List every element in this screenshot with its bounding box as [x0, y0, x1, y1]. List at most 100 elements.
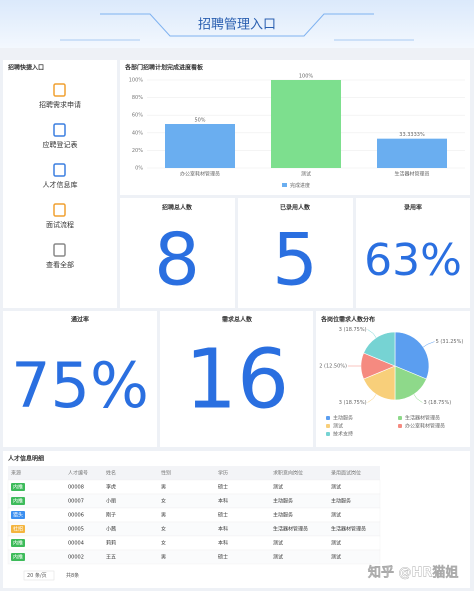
table-cell: 社招 — [13, 526, 23, 533]
value-label: 50% — [194, 118, 205, 124]
table-cell: 00004 — [68, 541, 84, 547]
entry-icon[interactable] — [53, 83, 66, 97]
table-cell: 00005 — [68, 527, 84, 533]
value-label: 33.3333% — [399, 132, 425, 138]
table-cell: 00007 — [68, 499, 84, 505]
table-row[interactable] — [7, 493, 381, 509]
kpi-value: 8 — [154, 218, 200, 302]
table-cell: 男 — [161, 513, 166, 519]
table-row[interactable] — [7, 549, 381, 565]
y-tick-label: 60% — [132, 113, 143, 119]
table-cell: 女 — [161, 540, 166, 547]
legend-swatch — [326, 416, 330, 420]
table-cell: 00002 — [68, 555, 84, 561]
table-cell: 内推 — [13, 484, 23, 491]
table-cell: 本科 — [218, 526, 228, 533]
table-cell: 男 — [161, 555, 166, 561]
slice-label: 3 (18.75%) — [339, 327, 367, 333]
table-row[interactable] — [7, 521, 381, 537]
page-size[interactable]: 20 条/页 — [27, 572, 47, 579]
legend-label: 测试 — [333, 423, 343, 430]
table-cell: 内推 — [13, 554, 23, 561]
x-tick-label: 测试 — [301, 171, 311, 178]
entry-label[interactable]: 应聘登记表 — [43, 140, 78, 149]
table-header-bg — [8, 466, 380, 480]
column-header: 录用面试岗位 — [331, 470, 361, 477]
y-tick-label: 100% — [129, 78, 144, 84]
column-header: 求职意向岗位 — [273, 470, 303, 477]
table-cell: 男 — [161, 485, 166, 491]
source-tag — [11, 539, 25, 547]
y-tick-label: 0% — [135, 166, 143, 172]
quick-panel — [3, 60, 117, 308]
value-label: 100% — [299, 74, 314, 80]
panel-title: 各岗位需求人数分布 — [320, 316, 375, 324]
entry-label[interactable]: 人才信息库 — [43, 180, 78, 189]
table-cell: 主动服务 — [273, 498, 293, 505]
kpi-title: 需求总人数 — [222, 316, 253, 324]
entry-label[interactable]: 查看全部 — [46, 260, 74, 269]
source-tag — [11, 483, 25, 491]
y-tick-label: 20% — [132, 148, 143, 154]
header-title: 招聘管理入口 — [198, 18, 276, 33]
table-cell: 主动服务 — [273, 512, 293, 519]
kpi-panel — [238, 198, 353, 308]
label-line — [367, 329, 377, 338]
table-cell: 本科 — [218, 498, 228, 505]
column-header: 人才编号 — [68, 470, 88, 477]
legend-label: 主动服务 — [333, 415, 353, 422]
table-cell: 小茜 — [106, 526, 116, 533]
table-row[interactable] — [7, 507, 381, 523]
kpi-title: 已录用人数 — [280, 204, 311, 212]
page-size-select[interactable] — [23, 570, 55, 581]
entry-label[interactable]: 招聘需求申请 — [39, 100, 81, 109]
table-cell: 测试 — [331, 554, 341, 561]
kpi-panel — [160, 311, 313, 447]
table-cell: 本科 — [218, 540, 228, 547]
legend-swatch — [398, 424, 402, 428]
table-cell: 女 — [161, 526, 166, 533]
table-cell: 测试 — [273, 540, 283, 547]
legend-label: 技术支持 — [333, 431, 353, 438]
panel-title: 人才信息明细 — [8, 455, 44, 463]
header-frame — [100, 13, 374, 37]
pie-slice — [363, 331, 396, 367]
y-tick-label: 80% — [132, 95, 143, 101]
kpi-title: 通过率 — [71, 316, 89, 324]
table-cell: 硕士 — [218, 484, 228, 491]
table-cell: 测试 — [273, 484, 283, 491]
table-cell: 猎头 — [13, 512, 23, 519]
slice-label: 5 (31.25%) — [436, 339, 464, 345]
legend-label: 完成进度 — [290, 182, 310, 189]
kpi-value: 75% — [11, 349, 149, 422]
source-tag — [11, 553, 25, 561]
total-count: 共8条 — [66, 572, 79, 579]
entry-label[interactable]: 面试流程 — [46, 220, 74, 229]
kpi-panel — [120, 198, 235, 308]
table-cell: 硕士 — [218, 554, 228, 561]
legend-swatch — [326, 432, 330, 436]
column-header: 来源 — [11, 470, 21, 477]
label-line — [423, 341, 435, 348]
watermark: 知乎 @HR猫姐 — [368, 565, 458, 581]
table-cell: 内推 — [13, 498, 23, 505]
table-cell: 主动服务 — [331, 498, 351, 505]
table-row[interactable] — [7, 479, 381, 495]
table-cell: 王五 — [106, 555, 116, 561]
entry-icon[interactable] — [53, 203, 66, 217]
table-cell: 女 — [161, 498, 166, 505]
legend-label: 生活器材管理员 — [405, 415, 440, 422]
table-cell: 测试 — [331, 540, 341, 547]
table-row[interactable] — [7, 535, 381, 551]
pie-slice — [394, 365, 427, 401]
entry-icon[interactable] — [53, 123, 66, 137]
label-line — [413, 394, 423, 403]
entry-icon[interactable] — [53, 243, 66, 257]
bar — [165, 124, 235, 168]
legend-swatch — [326, 424, 330, 428]
panel-title: 招聘快捷入口 — [8, 64, 44, 72]
entry-icon[interactable] — [53, 163, 66, 177]
slice-label: 3 (18.75%) — [423, 400, 451, 406]
